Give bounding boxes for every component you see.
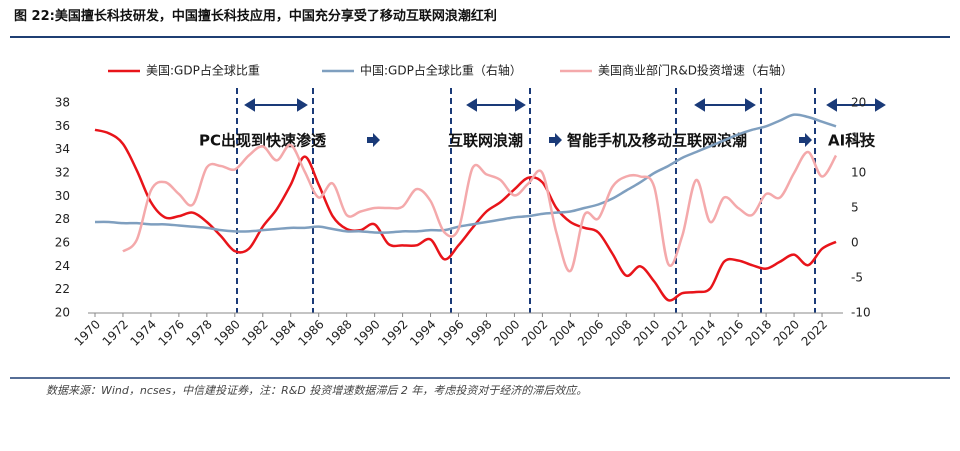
x-tick-label: 2020 xyxy=(771,317,802,348)
y-tick-label: 38 xyxy=(55,96,70,110)
x-tick-label: 1978 xyxy=(183,317,214,348)
legend-label: 美国商业部门R&D投资增速（右轴） xyxy=(598,63,793,78)
y-tick-label: 20 xyxy=(55,306,70,320)
x-tick-label: 1988 xyxy=(323,317,354,348)
series-line xyxy=(94,128,837,302)
x-tick-label: 2006 xyxy=(575,317,606,348)
y-tick-label: 26 xyxy=(55,236,70,250)
y-tick-label: 30 xyxy=(55,189,70,203)
annotation: PC出现到快速渗透 xyxy=(199,132,327,150)
y2-tick-label: -10 xyxy=(851,306,871,320)
x-tick-label: 1982 xyxy=(239,317,270,348)
legend-label: 中国:GDP占全球比重（右轴） xyxy=(360,63,522,78)
y-tick-label: 28 xyxy=(55,212,70,226)
x-tick-label: 1976 xyxy=(156,317,187,348)
x-tick-label: 1998 xyxy=(463,317,494,348)
x-tick-label: 1972 xyxy=(100,317,131,348)
x-tick-label: 2002 xyxy=(519,317,550,348)
y2-tick-label: 10 xyxy=(851,166,866,180)
y2-tick-label: -5 xyxy=(851,271,863,285)
x-tick-label: 1992 xyxy=(379,317,410,348)
y-tick-label: 36 xyxy=(55,119,70,133)
y-tick-label: 22 xyxy=(55,282,70,296)
x-tick-label: 1990 xyxy=(351,317,382,348)
x-tick-label: 1996 xyxy=(435,317,466,348)
x-tick-label: 1984 xyxy=(267,317,298,348)
x-tick-label: 2014 xyxy=(687,317,718,348)
chart-title: 图 22:美国擅长科技研发，中国擅长科技应用，中国充分享受了移动互联网浪潮红利 xyxy=(14,8,497,24)
annotation: 互联网浪潮 xyxy=(448,132,523,150)
era-dividers xyxy=(236,88,816,313)
y-tick-label: 24 xyxy=(55,259,70,273)
x-tick-label: 1986 xyxy=(295,317,326,348)
x-tick-label: 2004 xyxy=(547,317,578,348)
series-line xyxy=(94,113,837,234)
x-tick-label: 1974 xyxy=(128,317,159,348)
y2-tick-label: 0 xyxy=(851,236,859,250)
y2-tick-label: 15 xyxy=(851,131,866,145)
y-tick-label: 34 xyxy=(55,142,70,156)
annotation: 智能手机及移动互联网浪潮 xyxy=(567,132,747,150)
x-tick-label: 2010 xyxy=(631,317,662,348)
legend-label: 美国:GDP占全球比重 xyxy=(146,63,260,78)
x-tick-label: 2008 xyxy=(603,317,634,348)
y-tick-label: 32 xyxy=(55,166,70,180)
source-note: 数据来源：Wind，ncses，中信建投证券，注：R&D 投资增速数据滞后 2 … xyxy=(46,384,587,397)
x-tick-label: 1994 xyxy=(407,317,438,348)
x-tick-label: 2022 xyxy=(799,317,830,348)
x-tick-label: 1970 xyxy=(72,317,103,348)
x-tick-label: 2016 xyxy=(715,317,746,348)
x-tick-label: 2018 xyxy=(743,317,774,348)
y2-tick-label: 20 xyxy=(851,96,866,110)
x-tick-label: 1980 xyxy=(211,317,242,348)
y2-tick-label: 5 xyxy=(851,201,859,215)
annotation: AI科技 xyxy=(828,132,876,150)
x-tick-label: 2012 xyxy=(659,317,690,348)
era-arrows xyxy=(244,98,886,147)
x-tick-label: 2000 xyxy=(491,317,522,348)
series-line xyxy=(122,143,838,273)
